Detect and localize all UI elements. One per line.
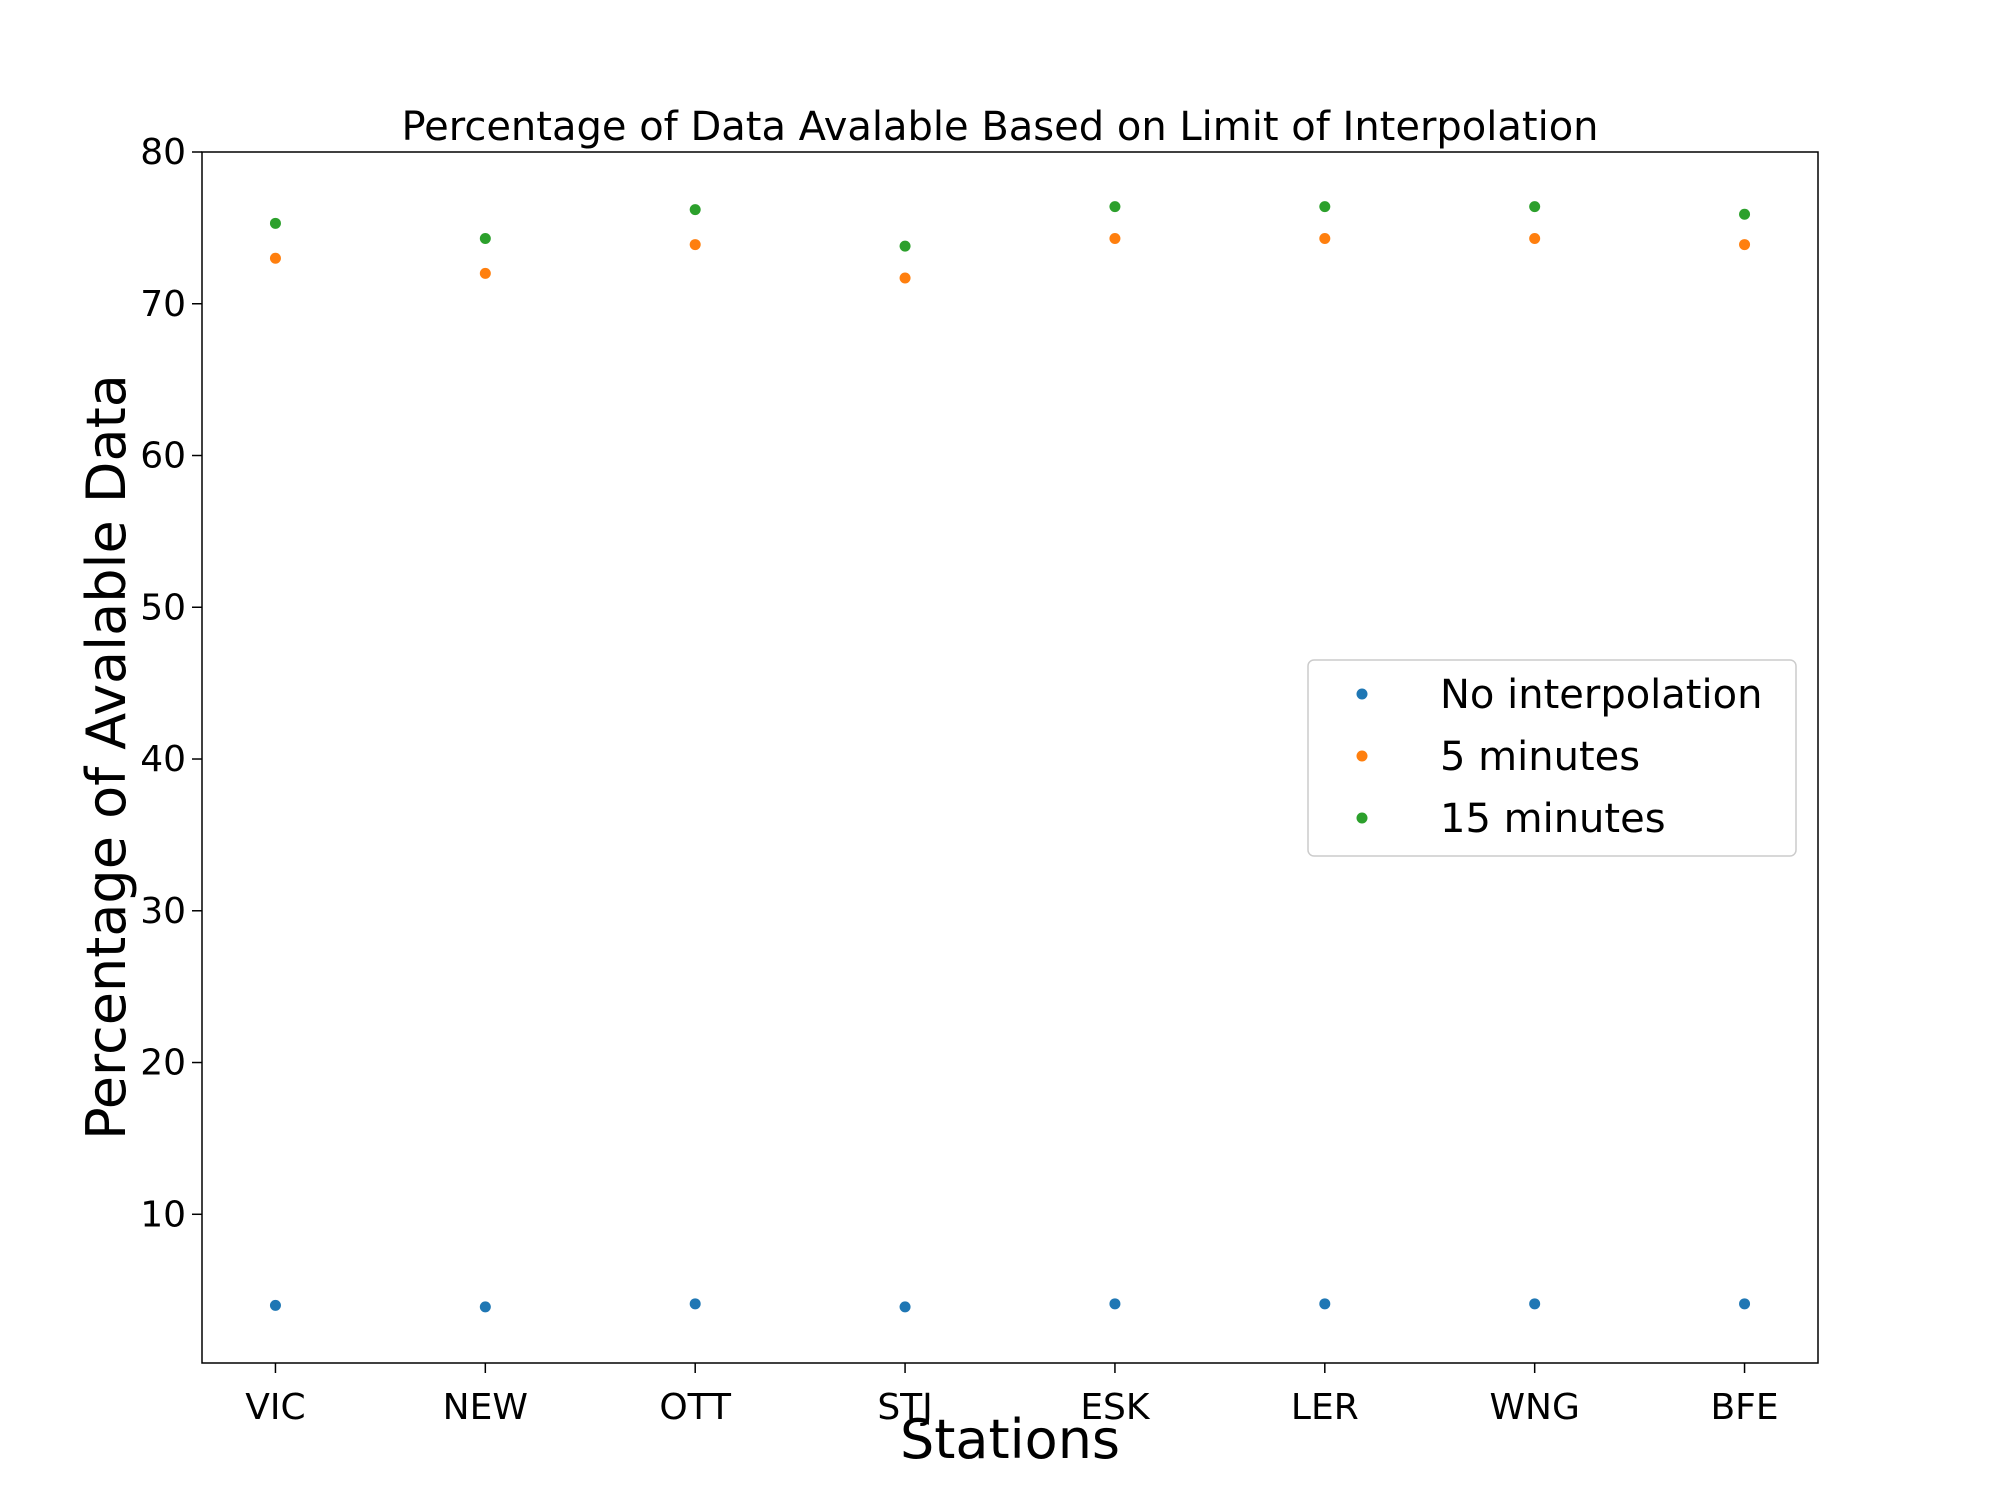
y-axis-label: Percentage of Avalable Data: [75, 374, 138, 1140]
data-point: [1109, 233, 1121, 244]
legend-marker: [1356, 688, 1368, 700]
data-point: [1109, 201, 1121, 213]
x-tick-label: WNG: [1489, 1387, 1579, 1428]
y-tick-label: 50: [140, 587, 186, 628]
x-tick-label: VIC: [245, 1387, 305, 1428]
legend-label: 15 minutes: [1440, 796, 1666, 842]
data-points: [269, 201, 1751, 1313]
x-tick-label: LER: [1291, 1387, 1359, 1428]
y-tick-label: 30: [140, 891, 186, 932]
data-point: [1739, 208, 1751, 220]
data-point: [899, 1301, 911, 1313]
chart-title: Percentage of Data Avalable Based on Lim…: [401, 104, 1598, 150]
x-axis: VIC NEW OTT STJ ESK LER WNG BFE: [245, 1363, 1779, 1428]
data-point: [1739, 239, 1751, 251]
data-point: [1319, 201, 1331, 213]
data-point: [1529, 233, 1541, 244]
data-point: [479, 233, 491, 244]
legend-label: No interpolation: [1440, 672, 1762, 718]
data-point: [1319, 1298, 1331, 1310]
data-point: [479, 1301, 491, 1313]
data-point: [1529, 1298, 1541, 1310]
data-point: [1319, 233, 1331, 244]
x-tick-label: NEW: [443, 1387, 528, 1428]
legend-marker: [1356, 812, 1368, 824]
legend-box: [1307, 659, 1797, 857]
x-tick-label: ESK: [1080, 1387, 1151, 1428]
y-tick-label: 60: [140, 436, 186, 477]
y-tick-label: 20: [140, 1043, 186, 1084]
y-tick-label: 80: [140, 132, 186, 173]
data-point: [1739, 1298, 1751, 1310]
data-point: [899, 240, 911, 252]
y-tick-label: 70: [140, 284, 186, 325]
data-point: [269, 1299, 281, 1311]
legend: No interpolation 5 minutes 15 minutes: [1307, 659, 1797, 857]
series-2: [269, 233, 1751, 284]
data-point: [269, 217, 281, 229]
data-point: [689, 1298, 701, 1310]
data-point: [689, 204, 701, 216]
data-point: [1529, 201, 1541, 213]
x-tick-label: OTT: [659, 1387, 732, 1428]
legend-label: 5 minutes: [1440, 734, 1640, 780]
plot-area: [201, 151, 1819, 1364]
data-point: [899, 272, 911, 284]
legend-marker: [1356, 750, 1368, 762]
series-1: [269, 1298, 1751, 1313]
x-tick-label: BFE: [1710, 1387, 1778, 1428]
y-axis: 10 20 30 40 50 60 70 80: [140, 132, 202, 1235]
y-tick-label: 10: [140, 1194, 186, 1235]
x-tick-label: STJ: [877, 1387, 932, 1428]
data-point: [269, 252, 281, 264]
data-point: [479, 267, 491, 279]
y-tick-label: 40: [140, 739, 186, 780]
data-point: [689, 239, 701, 251]
x-axis-label: Stations: [900, 1408, 1120, 1471]
data-point: [1109, 1298, 1121, 1310]
series-3: [269, 201, 1751, 252]
